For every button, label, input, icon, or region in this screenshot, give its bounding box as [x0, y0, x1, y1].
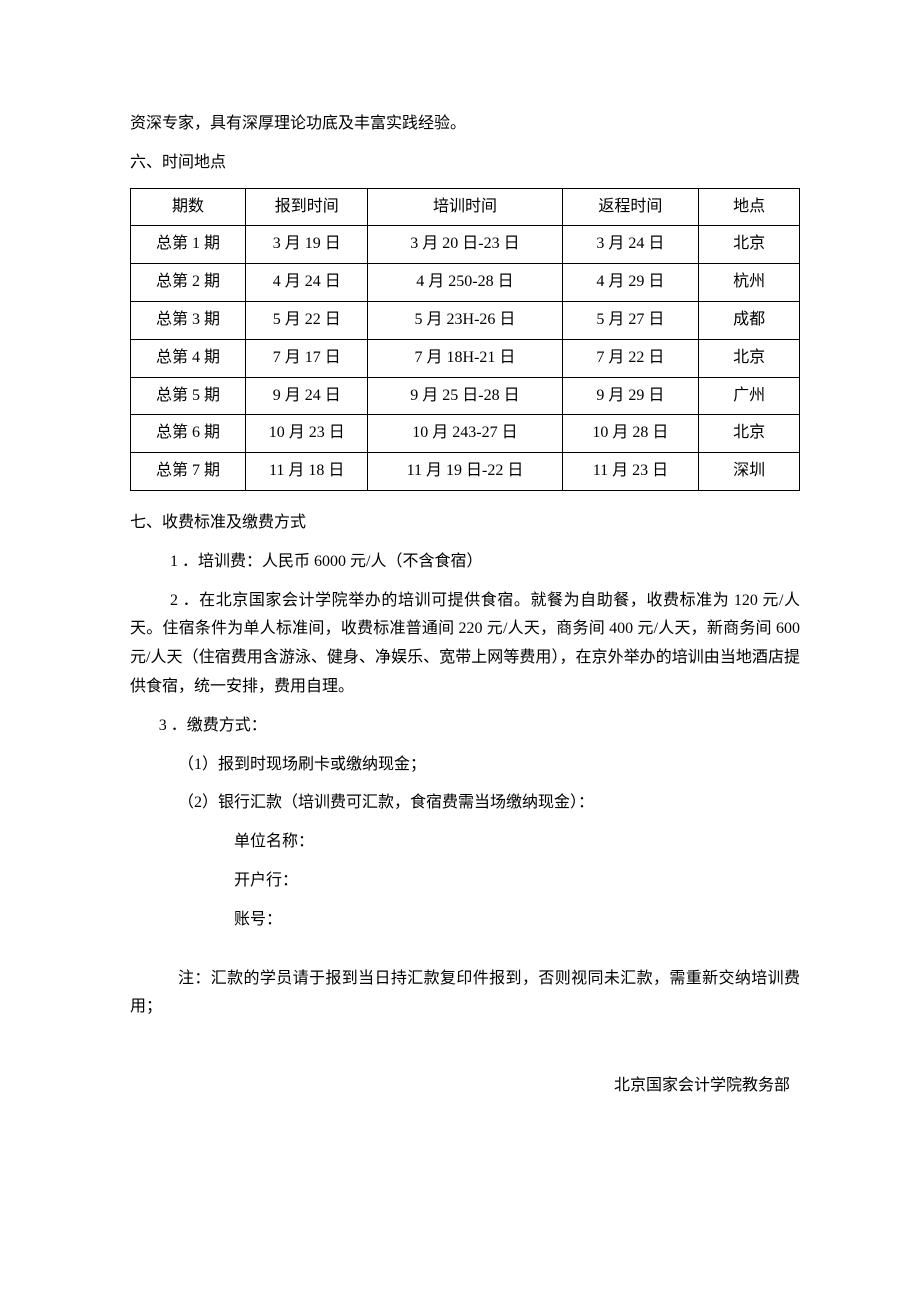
- fee-item-2: 2 ．在北京国家会计学院举办的培训可提供食宿。就餐为自助餐，收费标准为 120 …: [130, 587, 800, 702]
- table-row: 总第 4 期7 月 17 日7 月 18H-21 日7 月 22 日北京: [131, 339, 800, 377]
- table-cell: 总第 5 期: [131, 377, 246, 415]
- table-cell: 5 月 22 日: [246, 301, 368, 339]
- table-cell: 杭州: [699, 264, 800, 302]
- table-cell: 9 月 25 日-28 日: [368, 377, 562, 415]
- table-cell: 7 月 22 日: [562, 339, 699, 377]
- table-cell: 3 月 20 日-23 日: [368, 226, 562, 264]
- table-cell: 北京: [699, 339, 800, 377]
- signature: 北京国家会计学院教务部: [130, 1072, 800, 1101]
- table-cell: 广州: [699, 377, 800, 415]
- bank-field-account: 账号：: [130, 906, 800, 935]
- table-cell: 总第 6 期: [131, 415, 246, 453]
- bank-field-branch: 开户行：: [130, 867, 800, 896]
- table-cell: 总第 1 期: [131, 226, 246, 264]
- table-cell: 3 月 24 日: [562, 226, 699, 264]
- table-row: 总第 6 期10 月 23 日10 月 243-27 日10 月 28 日北京: [131, 415, 800, 453]
- fee-item-3: 3 ．缴费方式：: [130, 712, 800, 741]
- table-cell: 10 月 243-27 日: [368, 415, 562, 453]
- intro-text: 资深专家，具有深厚理论功底及丰富实践经验。: [130, 110, 800, 139]
- bank-field-name: 单位名称：: [130, 828, 800, 857]
- table-cell: 5 月 23H-26 日: [368, 301, 562, 339]
- table-cell: 深圳: [699, 453, 800, 491]
- table-cell: 总第 2 期: [131, 264, 246, 302]
- table-row: 总第 7 期11 月 18 日11 月 19 日-22 日11 月 23 日深圳: [131, 453, 800, 491]
- table-cell: 总第 7 期: [131, 453, 246, 491]
- col-header: 培训时间: [368, 188, 562, 226]
- payment-note: 注：汇款的学员请于报到当日持汇款复印件报到，否则视同未汇款，需重新交纳培训费用；: [130, 965, 800, 1023]
- table-cell: 7 月 18H-21 日: [368, 339, 562, 377]
- table-cell: 总第 4 期: [131, 339, 246, 377]
- table-cell: 7 月 17 日: [246, 339, 368, 377]
- table-cell: 5 月 27 日: [562, 301, 699, 339]
- table-cell: 10 月 23 日: [246, 415, 368, 453]
- payment-method-2: （2）银行汇款（培训费可汇款，食宿费需当场缴纳现金）：: [130, 789, 800, 818]
- table-row: 总第 5 期9 月 24 日9 月 25 日-28 日9 月 29 日广州: [131, 377, 800, 415]
- table-header-row: 期数 报到时间 培训时间 返程时间 地点: [131, 188, 800, 226]
- table-cell: 成都: [699, 301, 800, 339]
- section-6-title: 六、时间地点: [130, 149, 800, 178]
- col-header: 报到时间: [246, 188, 368, 226]
- table-row: 总第 2 期4 月 24 日4 月 250-28 日4 月 29 日杭州: [131, 264, 800, 302]
- table-cell: 4 月 250-28 日: [368, 264, 562, 302]
- table-cell: 北京: [699, 415, 800, 453]
- table-row: 总第 3 期5 月 22 日5 月 23H-26 日5 月 27 日成都: [131, 301, 800, 339]
- table-cell: 10 月 28 日: [562, 415, 699, 453]
- table-cell: 北京: [699, 226, 800, 264]
- section-7-title: 七、收费标准及缴费方式: [130, 509, 800, 538]
- col-header: 返程时间: [562, 188, 699, 226]
- payment-method-1: （1）报到时现场刷卡或缴纳现金；: [130, 751, 800, 780]
- table-cell: 4 月 29 日: [562, 264, 699, 302]
- col-header: 期数: [131, 188, 246, 226]
- col-header: 地点: [699, 188, 800, 226]
- table-cell: 9 月 24 日: [246, 377, 368, 415]
- table-cell: 11 月 23 日: [562, 453, 699, 491]
- schedule-table: 期数 报到时间 培训时间 返程时间 地点 总第 1 期3 月 19 日3 月 2…: [130, 188, 800, 491]
- table-cell: 11 月 18 日: [246, 453, 368, 491]
- table-cell: 总第 3 期: [131, 301, 246, 339]
- table-row: 总第 1 期3 月 19 日3 月 20 日-23 日3 月 24 日北京: [131, 226, 800, 264]
- fee-item-1: 1 ．培训费：人民币 6000 元/人（不含食宿）: [130, 548, 800, 577]
- table-cell: 3 月 19 日: [246, 226, 368, 264]
- table-cell: 4 月 24 日: [246, 264, 368, 302]
- table-cell: 11 月 19 日-22 日: [368, 453, 562, 491]
- table-cell: 9 月 29 日: [562, 377, 699, 415]
